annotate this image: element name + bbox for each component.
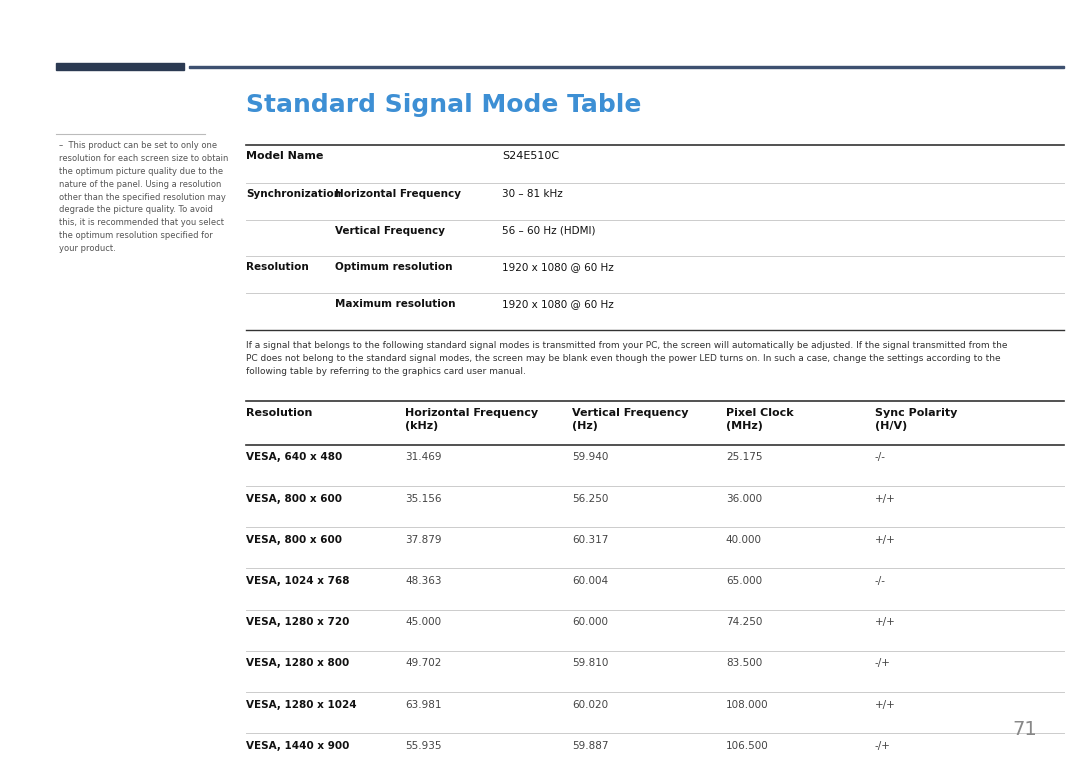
- Text: 31.469: 31.469: [405, 452, 442, 462]
- Text: 60.004: 60.004: [572, 576, 608, 586]
- Text: 55.935: 55.935: [405, 741, 442, 751]
- Text: 36.000: 36.000: [726, 494, 761, 504]
- Text: Pixel Clock
(MHz): Pixel Clock (MHz): [726, 408, 794, 431]
- Text: –  This product can be set to only one
resolution for each screen size to obtain: – This product can be set to only one re…: [59, 141, 229, 253]
- Bar: [56, 63, 184, 70]
- Text: Sync Polarity
(H/V): Sync Polarity (H/V): [875, 408, 957, 431]
- Text: Optimum resolution: Optimum resolution: [335, 262, 453, 272]
- Text: -/+: -/+: [875, 658, 891, 668]
- Text: 60.000: 60.000: [572, 617, 608, 627]
- Text: VESA, 1280 x 720: VESA, 1280 x 720: [246, 617, 350, 627]
- Text: +/+: +/+: [875, 700, 895, 710]
- Text: Vertical Frequency
(Hz): Vertical Frequency (Hz): [572, 408, 689, 431]
- Text: 56 – 60 Hz (HDMI): 56 – 60 Hz (HDMI): [502, 226, 596, 236]
- Text: Standard Signal Mode Table: Standard Signal Mode Table: [246, 93, 642, 117]
- Text: Synchronization: Synchronization: [246, 189, 341, 199]
- Text: -/-: -/-: [875, 576, 886, 586]
- Text: +/+: +/+: [875, 617, 895, 627]
- Text: Resolution: Resolution: [246, 262, 309, 272]
- Text: 35.156: 35.156: [405, 494, 442, 504]
- Text: 106.500: 106.500: [726, 741, 769, 751]
- Text: 45.000: 45.000: [405, 617, 441, 627]
- Text: 108.000: 108.000: [726, 700, 768, 710]
- Text: Maximum resolution: Maximum resolution: [335, 299, 456, 309]
- Text: 25.175: 25.175: [726, 452, 762, 462]
- Text: Model Name: Model Name: [246, 151, 324, 161]
- Text: VESA, 1024 x 768: VESA, 1024 x 768: [246, 576, 350, 586]
- Text: 56.250: 56.250: [572, 494, 609, 504]
- Text: 1920 x 1080 @ 60 Hz: 1920 x 1080 @ 60 Hz: [502, 299, 613, 309]
- Text: Vertical Frequency: Vertical Frequency: [335, 226, 445, 236]
- Text: 71: 71: [1012, 720, 1037, 739]
- Text: +/+: +/+: [875, 535, 895, 545]
- Text: 65.000: 65.000: [726, 576, 761, 586]
- Text: 83.500: 83.500: [726, 658, 762, 668]
- Text: VESA, 1280 x 1024: VESA, 1280 x 1024: [246, 700, 356, 710]
- Text: -/-: -/-: [875, 452, 886, 462]
- Text: 30 – 81 kHz: 30 – 81 kHz: [502, 189, 563, 199]
- Bar: [189, 66, 1064, 69]
- Text: VESA, 640 x 480: VESA, 640 x 480: [246, 452, 342, 462]
- Text: VESA, 1440 x 900: VESA, 1440 x 900: [246, 741, 350, 751]
- Text: 74.250: 74.250: [726, 617, 762, 627]
- Text: -/+: -/+: [875, 741, 891, 751]
- Text: VESA, 1280 x 800: VESA, 1280 x 800: [246, 658, 350, 668]
- Text: 59.810: 59.810: [572, 658, 609, 668]
- Text: +/+: +/+: [875, 494, 895, 504]
- Text: 60.317: 60.317: [572, 535, 609, 545]
- Text: 59.940: 59.940: [572, 452, 609, 462]
- Text: Horizontal Frequency: Horizontal Frequency: [335, 189, 461, 199]
- Text: Resolution: Resolution: [246, 408, 312, 418]
- Text: 48.363: 48.363: [405, 576, 442, 586]
- Text: 59.887: 59.887: [572, 741, 609, 751]
- Text: 1920 x 1080 @ 60 Hz: 1920 x 1080 @ 60 Hz: [502, 262, 613, 272]
- Text: Horizontal Frequency
(kHz): Horizontal Frequency (kHz): [405, 408, 538, 431]
- Text: VESA, 800 x 600: VESA, 800 x 600: [246, 535, 342, 545]
- Text: 49.702: 49.702: [405, 658, 442, 668]
- Text: VESA, 800 x 600: VESA, 800 x 600: [246, 494, 342, 504]
- Text: S24E510C: S24E510C: [502, 151, 559, 161]
- Text: 40.000: 40.000: [726, 535, 761, 545]
- Text: 60.020: 60.020: [572, 700, 608, 710]
- Text: 37.879: 37.879: [405, 535, 442, 545]
- Text: 63.981: 63.981: [405, 700, 442, 710]
- Text: If a signal that belongs to the following standard signal modes is transmitted f: If a signal that belongs to the followin…: [246, 341, 1008, 376]
